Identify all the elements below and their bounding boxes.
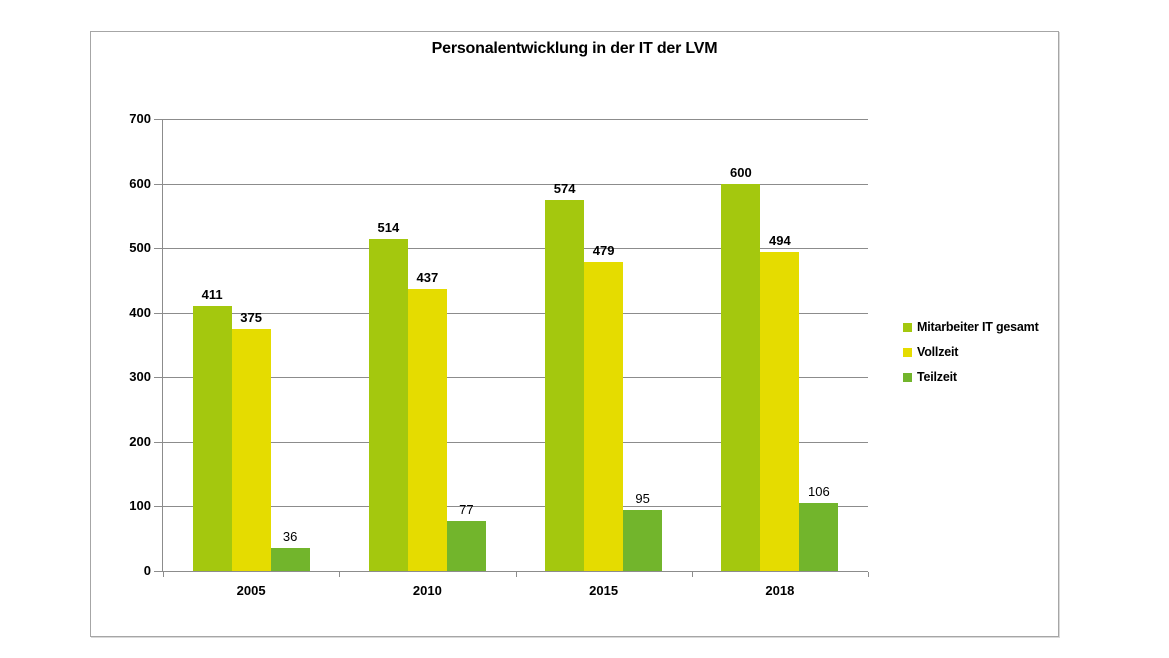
bar-value-label: 95	[635, 490, 650, 506]
y-tick-label: 300	[129, 369, 151, 385]
bar-value-label: 494	[769, 233, 791, 249]
bar-value-label: 600	[730, 164, 752, 180]
bar-teilzeit-2015	[623, 509, 663, 571]
bar-mitarbeiter-it-gesamt-2010	[368, 239, 408, 571]
legend-color-swatch-icon	[903, 347, 912, 357]
bar-value-label: 479	[592, 242, 615, 258]
y-axis-tick	[154, 377, 162, 379]
y-tick-label: 500	[129, 240, 151, 256]
legend: Mitarbeiter IT gesamt Vollzeit Teilzeit	[903, 320, 1039, 395]
bar-mitarbeiter-it-gesamt-2018	[721, 183, 761, 571]
y-tick-label: 200	[129, 433, 151, 449]
y-axis-tick	[154, 571, 162, 572]
chart-frame: Personalentwicklung in der IT der LVM 0 1…	[90, 31, 1059, 637]
gridline	[163, 183, 868, 185]
gridline	[163, 377, 868, 379]
plot-area: 0 100 200 300 400 500 600 700 411 375 36 2005 514 437…	[129, 111, 869, 598]
bar-value-label: 411	[201, 286, 223, 302]
legend-label: Teilzeit	[917, 370, 957, 384]
y-axis-tick	[154, 312, 162, 314]
bar-vollzeit-2010	[407, 288, 447, 571]
bar-teilzeit-2005	[270, 547, 310, 571]
chart-title: Personalentwicklung in der IT der LVM	[431, 40, 718, 57]
gridline	[163, 312, 868, 314]
gridline	[163, 248, 868, 250]
x-axis-tick	[339, 572, 341, 577]
x-axis-tick	[868, 572, 869, 577]
y-tick-label: 0	[143, 563, 151, 578]
bar-value-label: 514	[377, 220, 400, 236]
bar-value-label: 375	[240, 309, 262, 325]
category-label-2005: 2005	[236, 583, 266, 598]
bar-vollzeit-2018	[760, 252, 800, 571]
bar-vollzeit-2005	[231, 328, 271, 571]
legend-item-vollzeit: Vollzeit	[903, 345, 1039, 359]
bar-value-label: 106	[808, 483, 830, 499]
x-axis-tick	[163, 572, 164, 577]
category-label-2018: 2018	[765, 583, 795, 598]
legend-color-swatch-icon	[903, 322, 912, 332]
bar-value-label: 36	[282, 528, 298, 544]
gridline	[163, 119, 868, 120]
category-label-2015: 2015	[589, 583, 619, 598]
bar-value-label: 77	[459, 502, 474, 518]
y-axis-tick	[154, 441, 162, 443]
bar-value-label: 437	[416, 269, 439, 285]
x-axis-tick	[691, 572, 693, 577]
legend-color-swatch-icon	[903, 372, 912, 382]
bar-teilzeit-2010	[446, 521, 486, 571]
bar-teilzeit-2018	[799, 502, 839, 571]
legend-label: Vollzeit	[917, 345, 959, 359]
y-tick-label: 600	[129, 175, 151, 191]
bar-vollzeit-2015	[584, 261, 624, 571]
bar-value-label: 574	[553, 181, 576, 197]
y-axis-tick	[154, 248, 162, 250]
y-axis-tick	[154, 183, 162, 185]
bar-mitarbeiter-it-gesamt-2005	[192, 305, 232, 571]
gridline	[163, 506, 868, 508]
y-axis-tick	[154, 506, 162, 508]
y-tick-label: 100	[129, 498, 151, 514]
legend-label: Mitarbeiter IT gesamt	[917, 320, 1039, 334]
x-axis-tick	[515, 572, 517, 577]
legend-item-mitarbeiter-it-gesamt: Mitarbeiter IT gesamt	[903, 320, 1039, 334]
y-tick-label: 700	[129, 111, 151, 126]
category-label-2010: 2010	[412, 583, 442, 598]
legend-item-teilzeit: Teilzeit	[903, 370, 1039, 384]
y-axis-tick	[154, 119, 162, 120]
bar-mitarbeiter-it-gesamt-2015	[545, 200, 585, 571]
y-tick-label: 400	[129, 304, 151, 320]
gridline	[163, 441, 868, 443]
